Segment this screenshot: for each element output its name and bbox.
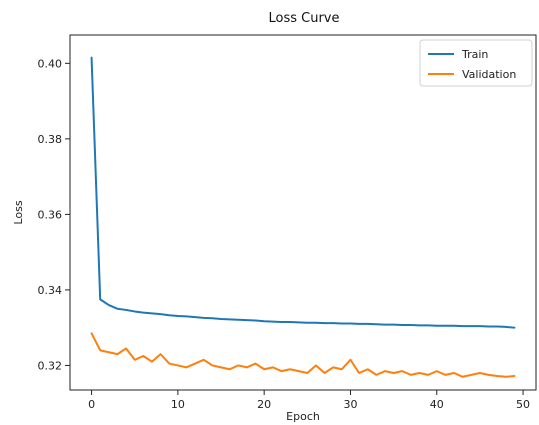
series-line-train <box>90 56 516 329</box>
legend-label-train: Train <box>461 48 488 61</box>
y-tick-label: 0.34 <box>38 284 63 297</box>
y-axis: 0.32 0.34 0.36 0.38 0.40 <box>38 57 70 372</box>
legend-label-validation: Validation <box>462 68 516 81</box>
y-axis-label: Loss <box>12 200 25 224</box>
x-tick-label: 0 <box>88 398 95 411</box>
plot-frame <box>69 34 537 391</box>
y-tick-label: 0.38 <box>38 133 63 146</box>
legend: Train Validation <box>419 39 533 87</box>
chart-title: Loss Curve <box>269 11 340 26</box>
x-axis-label: Epoch <box>286 410 320 423</box>
y-tick-label: 0.32 <box>38 359 63 372</box>
series-line-validation <box>90 332 516 378</box>
x-tick-label: 50 <box>516 398 530 411</box>
x-tick-label: 10 <box>171 398 185 411</box>
x-tick-label: 40 <box>430 398 444 411</box>
series-lines <box>90 56 516 378</box>
x-tick-label: 20 <box>257 398 271 411</box>
y-tick-label: 0.36 <box>38 208 63 221</box>
x-axis: 0 10 20 30 40 50 <box>88 390 530 411</box>
x-tick-label: 30 <box>343 398 357 411</box>
y-tick-label: 0.40 <box>38 57 63 70</box>
